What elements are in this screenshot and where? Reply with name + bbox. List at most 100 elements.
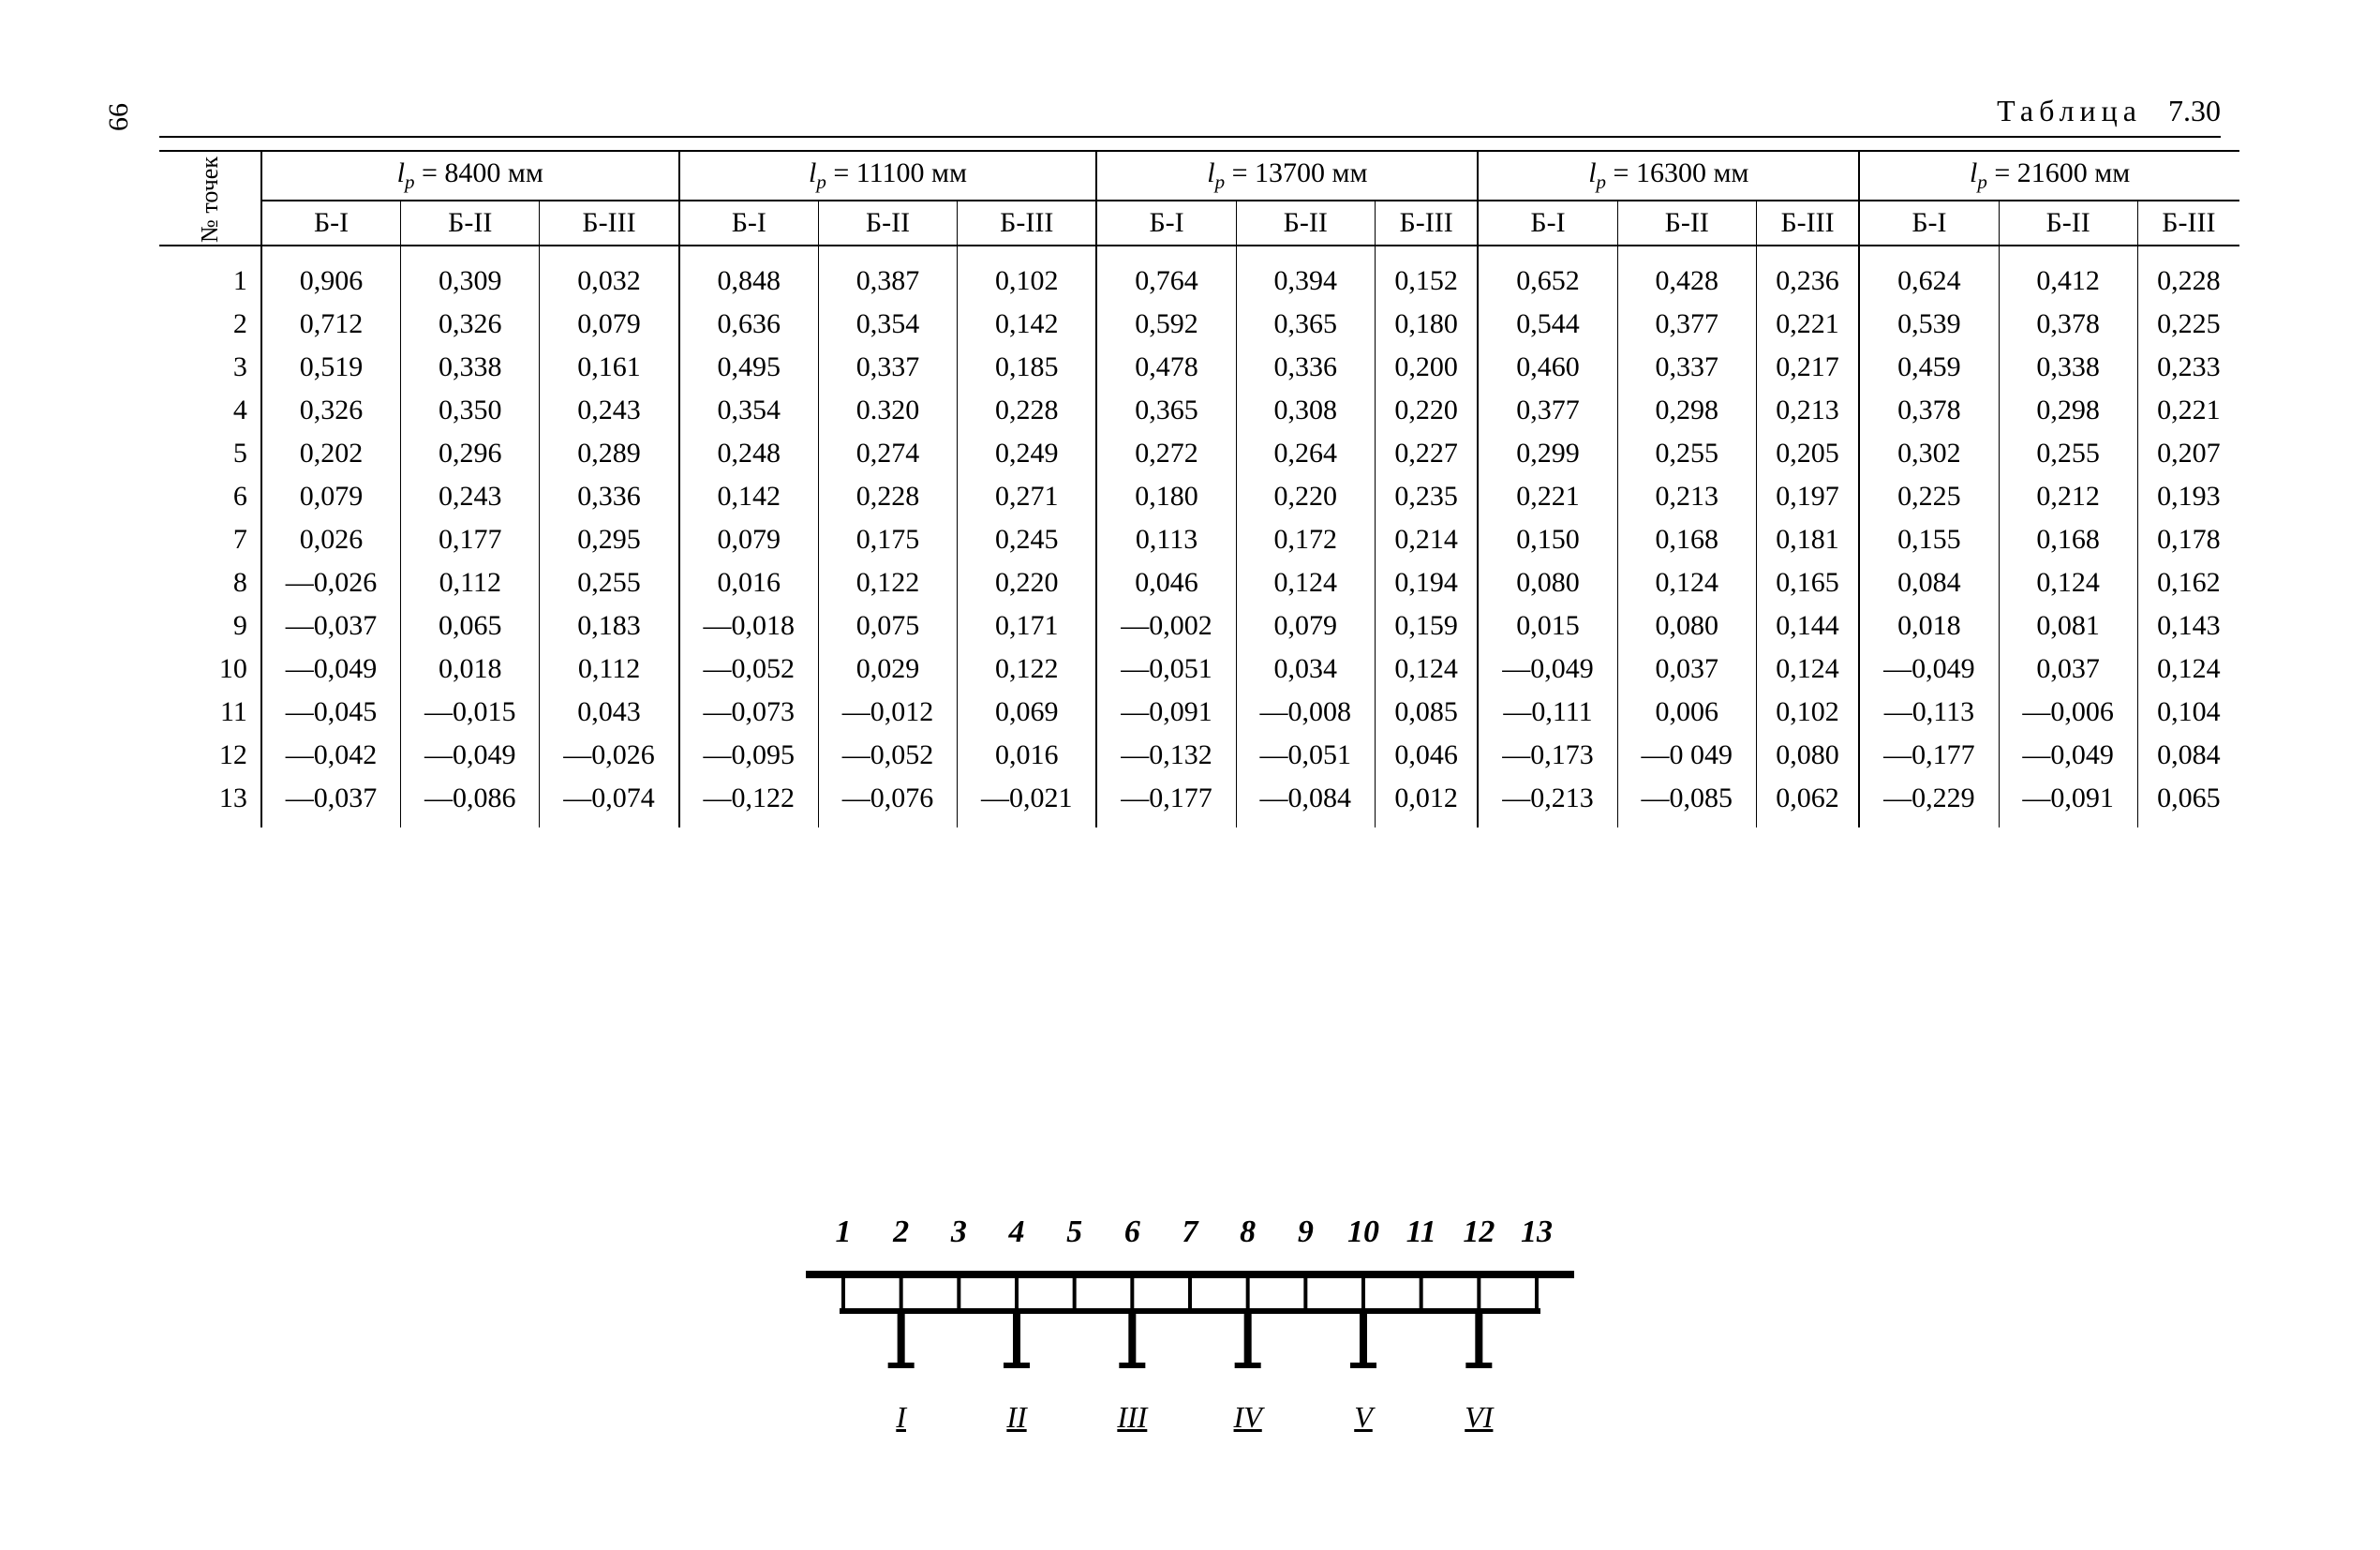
cell: 0,220 <box>1236 475 1375 518</box>
cell: 0,080 <box>1478 561 1617 604</box>
cell: 0,214 <box>1375 518 1478 561</box>
cell: 0,354 <box>818 303 957 346</box>
cell: 0,298 <box>1999 389 2137 432</box>
sub-header: Б-II <box>1236 201 1375 246</box>
cell: 0,337 <box>1617 346 1756 389</box>
cell: 0,478 <box>1096 346 1236 389</box>
cell: 0,185 <box>958 346 1097 389</box>
row-number: 3 <box>159 346 261 389</box>
table-body: 10,9060,3090,0320,8480,3870,1020,7640,39… <box>159 246 2239 827</box>
lp-eq: = 21600 мм <box>1994 157 2130 188</box>
cell: 0,046 <box>1096 561 1236 604</box>
cell: 0,085 <box>1375 691 1478 734</box>
cell: 0,338 <box>1999 346 2137 389</box>
lp-eq: = 13700 мм <box>1232 157 1368 188</box>
cell: 0,243 <box>540 389 679 432</box>
cell: —0,132 <box>1096 734 1236 777</box>
diagram-top-number: 9 <box>1287 1215 1324 1250</box>
cell: 0,006 <box>1617 691 1756 734</box>
cell: 0,079 <box>261 475 401 518</box>
cell: 0,143 <box>2137 604 2239 648</box>
cell: 0,172 <box>1236 518 1375 561</box>
cell: 0,220 <box>1375 389 1478 432</box>
cell: —0,008 <box>1236 691 1375 734</box>
diagram-top-number: 3 <box>940 1215 977 1250</box>
cell: 0,124 <box>1999 561 2137 604</box>
cell: 0,037 <box>1617 648 1756 691</box>
sub-header: Б-I <box>1859 201 1999 246</box>
cell: —0,073 <box>679 691 819 734</box>
table-row: 50,2020,2960,2890,2480,2740,2490,2720,26… <box>159 432 2239 475</box>
cell: 0,175 <box>818 518 957 561</box>
table-row: 12—0,042—0,049—0,026—0,095—0,0520,016—0,… <box>159 734 2239 777</box>
cell: 0,412 <box>1999 246 2137 303</box>
cell: 0,180 <box>1096 475 1236 518</box>
cell: —0,049 <box>1859 648 1999 691</box>
diagram-top-number: 12 <box>1460 1215 1497 1250</box>
table-row: 30,5190,3380,1610,4950,3370,1850,4780,33… <box>159 346 2239 389</box>
table-row: 60,0790,2430,3360,1420,2280,2710,1800,22… <box>159 475 2239 518</box>
cell: 0,142 <box>958 303 1097 346</box>
cell: 0,228 <box>958 389 1097 432</box>
cell: 0,122 <box>958 648 1097 691</box>
cell: 0,183 <box>540 604 679 648</box>
cell: 0,274 <box>818 432 957 475</box>
cell: —0,002 <box>1096 604 1236 648</box>
sub-header: Б-III <box>1375 201 1478 246</box>
cell: —0,049 <box>1478 648 1617 691</box>
cell: 0,338 <box>401 346 540 389</box>
cell: 0,168 <box>1999 518 2137 561</box>
diagram-top-number: 4 <box>998 1215 1035 1250</box>
cell: 0,764 <box>1096 246 1236 303</box>
sub-header: Б-III <box>958 201 1097 246</box>
row-header-label: № точек <box>196 156 224 243</box>
row-number: 8 <box>159 561 261 604</box>
cell: 0,243 <box>401 475 540 518</box>
cell: —0,095 <box>679 734 819 777</box>
cell: 0,592 <box>1096 303 1236 346</box>
sub-header: Б-III <box>1756 201 1859 246</box>
group-header: lp = 21600 мм <box>1859 151 2239 201</box>
diagram-top-number: 6 <box>1113 1215 1151 1250</box>
cell: 0,081 <box>1999 604 2137 648</box>
cell: 0,178 <box>2137 518 2239 561</box>
cell: 0,142 <box>679 475 819 518</box>
cell: 0,122 <box>818 561 957 604</box>
cell: —0,006 <box>1999 691 2137 734</box>
cell: 0,102 <box>958 246 1097 303</box>
data-table: № точек lp = 8400 мм lp = 11100 мм lp = … <box>159 150 2239 827</box>
table-row: 10—0,0490,0180,112—0,0520,0290,122—0,051… <box>159 648 2239 691</box>
diagram-roman: II <box>993 1400 1040 1435</box>
table-row: 11—0,045—0,0150,043—0,073—0,0120,069—0,0… <box>159 691 2239 734</box>
diagram-top-number: 1 <box>825 1215 862 1250</box>
diagram-roman: VI <box>1455 1400 1502 1435</box>
lp-sym: lp <box>1588 157 1606 188</box>
sub-header: Б-I <box>1478 201 1617 246</box>
cell: 0,652 <box>1478 246 1617 303</box>
row-number: 5 <box>159 432 261 475</box>
cell: 0,150 <box>1478 518 1617 561</box>
cell: 0,228 <box>818 475 957 518</box>
caption-word: Таблица <box>1997 94 2142 127</box>
cell: 0,227 <box>1375 432 1478 475</box>
cell: 0,302 <box>1859 432 1999 475</box>
cell: 0,155 <box>1859 518 1999 561</box>
cell: 0,377 <box>1617 303 1756 346</box>
cell: 0,309 <box>401 246 540 303</box>
cell: 0,084 <box>2137 734 2239 777</box>
cell: 0,168 <box>1617 518 1756 561</box>
cell: 0,205 <box>1756 432 1859 475</box>
cell: 0,539 <box>1859 303 1999 346</box>
cell: —0,045 <box>261 691 401 734</box>
cell: 0,029 <box>818 648 957 691</box>
cell: 0,495 <box>679 346 819 389</box>
cell: 0,207 <box>2137 432 2239 475</box>
cell: 0,326 <box>261 389 401 432</box>
table-row: 8—0,0260,1120,2550,0160,1220,2200,0460,1… <box>159 561 2239 604</box>
cell: 0,544 <box>1478 303 1617 346</box>
diagram-top-number: 13 <box>1518 1215 1555 1250</box>
cell: 0,848 <box>679 246 819 303</box>
cell: —0,037 <box>261 604 401 648</box>
cell: 0,080 <box>1756 734 1859 777</box>
row-number: 7 <box>159 518 261 561</box>
